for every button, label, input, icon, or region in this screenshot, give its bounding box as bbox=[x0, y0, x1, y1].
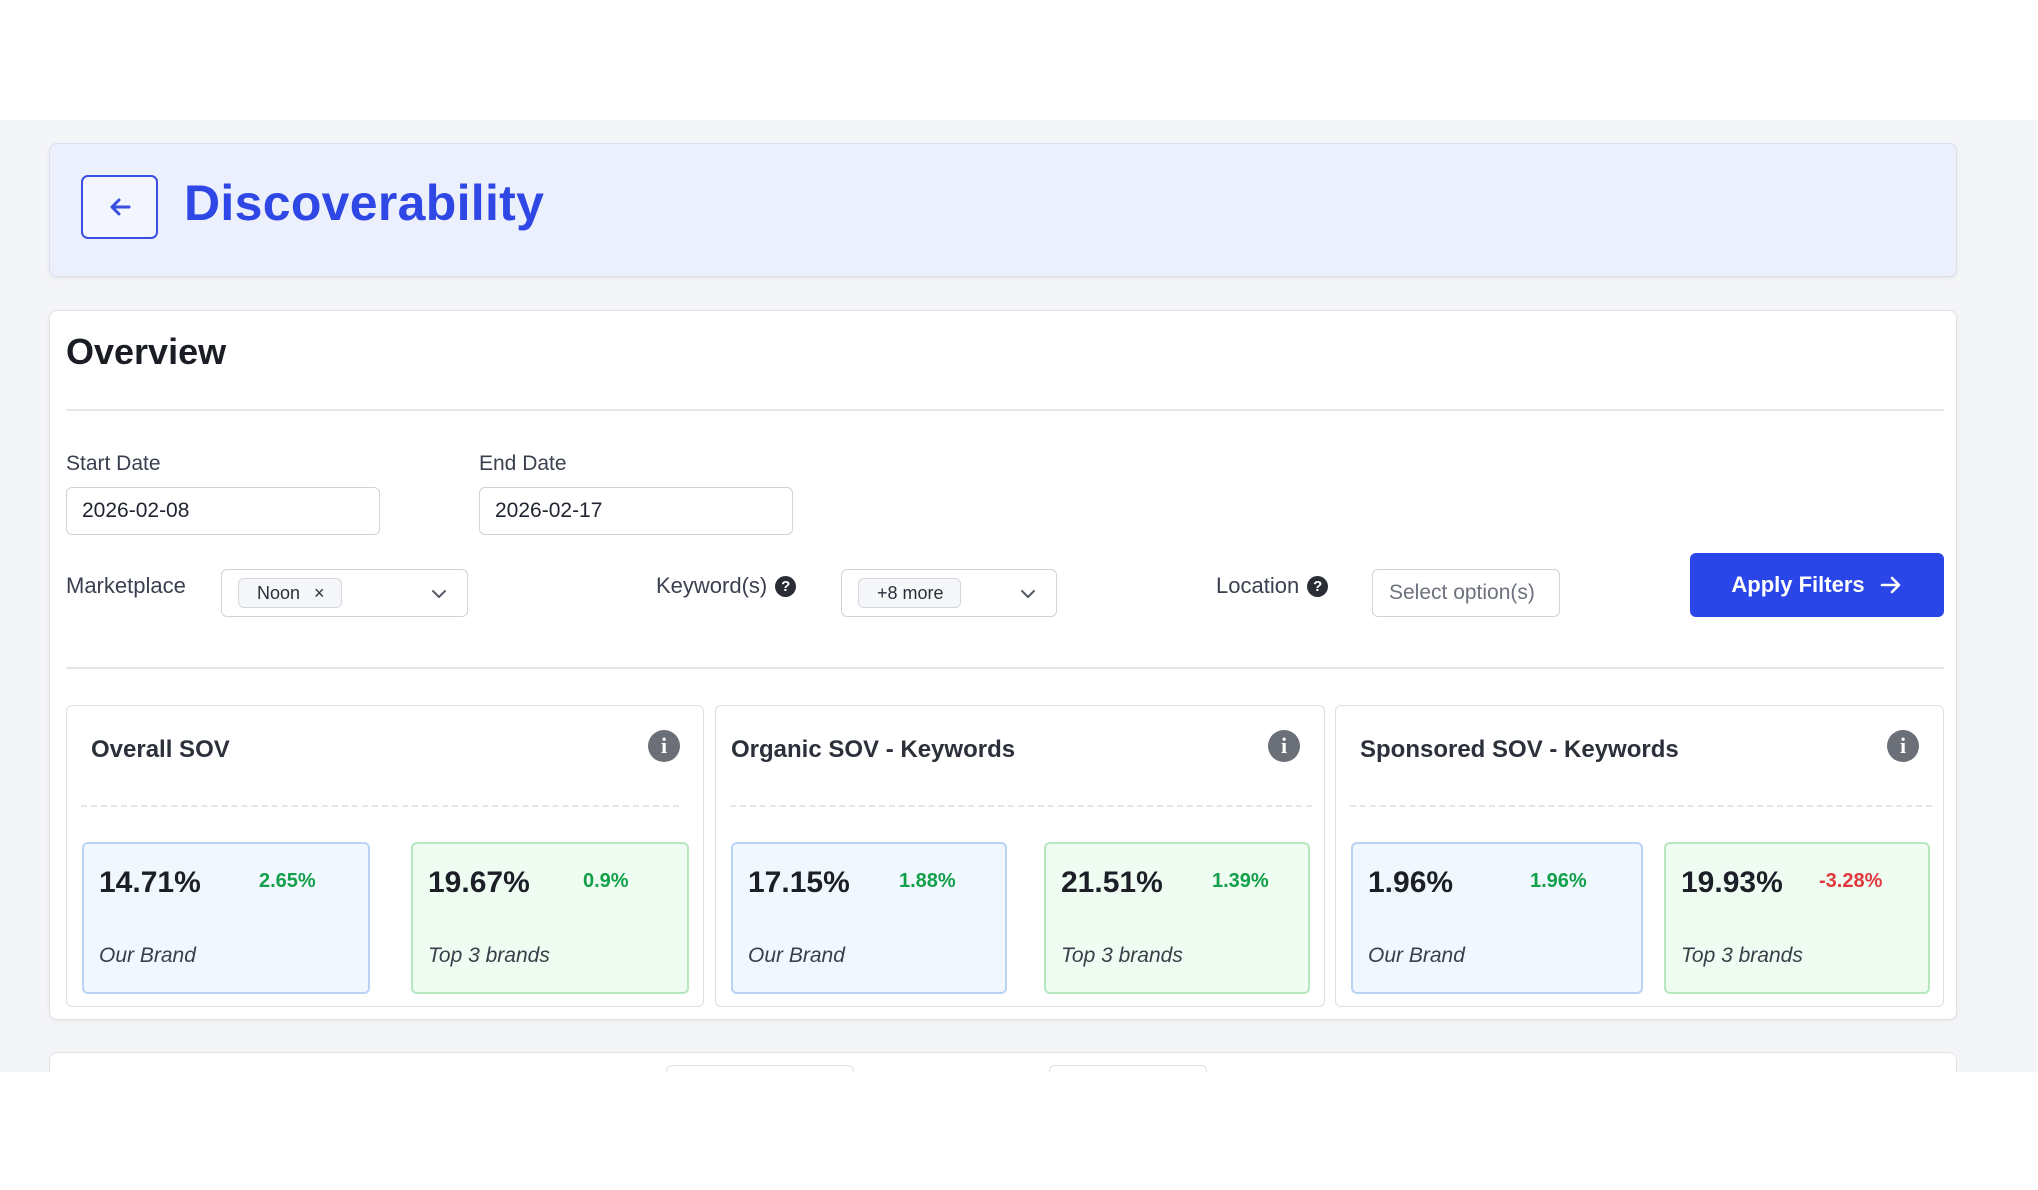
keywords-select[interactable]: +8 more bbox=[841, 569, 1057, 617]
metric-change: 1.88% bbox=[899, 870, 956, 892]
chevron-down-icon bbox=[432, 590, 446, 598]
location-placeholder: Select option(s) bbox=[1389, 581, 1535, 604]
organic-sov-panel: Organic SOV - Keywords i 17.15% 1.88% Ou… bbox=[715, 705, 1325, 1007]
metric-label: Top 3 brands bbox=[1681, 944, 1803, 967]
metric-label: Our Brand bbox=[99, 944, 196, 967]
top-brands-metric: 19.67% 0.9% Top 3 brands bbox=[411, 842, 689, 994]
apply-filters-button[interactable]: Apply Filters bbox=[1690, 553, 1944, 617]
marketplace-chip: Noon × bbox=[238, 578, 342, 608]
page-title: Discoverability bbox=[184, 175, 545, 231]
panel-title: Overall SOV bbox=[91, 736, 230, 763]
help-icon[interactable]: ? bbox=[775, 575, 797, 597]
top-brands-metric: 21.51% 1.39% Top 3 brands bbox=[1044, 842, 1310, 994]
metric-value: 21.51% bbox=[1061, 866, 1163, 899]
metric-value: 19.67% bbox=[428, 866, 530, 899]
marketplace-label: Marketplace bbox=[66, 573, 186, 599]
sponsored-sov-panel: Sponsored SOV - Keywords i 1.96% 1.96% O… bbox=[1335, 705, 1944, 1007]
dropdown[interactable] bbox=[666, 1065, 854, 1072]
arrow-left-icon bbox=[110, 198, 130, 216]
apply-filters-label: Apply Filters bbox=[1731, 572, 1865, 597]
app-viewport: Discoverability Overview Start Date 2026… bbox=[0, 120, 2038, 1072]
overview-title: Overview bbox=[66, 331, 227, 372]
marketplace-select[interactable]: Noon × bbox=[221, 569, 468, 617]
info-icon[interactable]: i bbox=[648, 730, 680, 762]
keywords-chip-label: +8 more bbox=[877, 582, 944, 603]
our-brand-metric: 17.15% 1.88% Our Brand bbox=[731, 842, 1007, 994]
marketplace-chip-label: Noon bbox=[257, 582, 301, 603]
metric-change: 1.39% bbox=[1212, 870, 1269, 892]
panel-title: Organic SOV - Keywords bbox=[731, 736, 1016, 763]
back-button[interactable] bbox=[81, 175, 158, 239]
keywords-label-text: Keyword(s) bbox=[656, 573, 768, 598]
chevron-down-icon bbox=[1021, 590, 1035, 598]
metric-label: Our Brand bbox=[748, 944, 845, 967]
divider bbox=[66, 409, 1944, 411]
page-header: Discoverability bbox=[49, 143, 1957, 277]
metric-label: Top 3 brands bbox=[1061, 944, 1183, 967]
metric-change: -3.28% bbox=[1819, 870, 1883, 892]
info-icon[interactable]: i bbox=[1268, 730, 1300, 762]
our-brand-metric: 1.96% 1.96% Our Brand bbox=[1351, 842, 1643, 994]
end-date-input[interactable]: 2026-02-17 bbox=[479, 487, 793, 535]
end-date-label: End Date bbox=[479, 452, 567, 475]
location-select[interactable]: Select option(s) bbox=[1372, 569, 1560, 617]
divider bbox=[1350, 805, 1932, 807]
arrow-right-icon bbox=[1880, 576, 1900, 594]
metric-value: 17.15% bbox=[748, 866, 850, 899]
metric-change: 1.96% bbox=[1530, 870, 1587, 892]
metric-value: 14.71% bbox=[99, 866, 201, 899]
location-label-text: Location bbox=[1216, 573, 1300, 598]
panel-title: Sponsored SOV - Keywords bbox=[1360, 736, 1679, 763]
metric-change: 0.9% bbox=[583, 870, 629, 892]
keywords-label: Keyword(s) ? bbox=[656, 573, 797, 599]
marketplace-label-text: Marketplace bbox=[66, 573, 186, 598]
start-date-label: Start Date bbox=[66, 452, 161, 475]
divider bbox=[66, 667, 1944, 669]
info-icon[interactable]: i bbox=[1887, 730, 1919, 762]
next-section-card bbox=[49, 1052, 1957, 1072]
help-icon[interactable]: ? bbox=[1307, 575, 1329, 597]
remove-chip-icon[interactable]: × bbox=[314, 582, 325, 603]
start-date-input[interactable]: 2026-02-08 bbox=[66, 487, 380, 535]
metric-value: 19.93% bbox=[1681, 866, 1783, 899]
dropdown[interactable] bbox=[1049, 1065, 1207, 1072]
metric-change: 2.65% bbox=[259, 870, 316, 892]
top-brands-metric: 19.93% -3.28% Top 3 brands bbox=[1664, 842, 1930, 994]
our-brand-metric: 14.71% 2.65% Our Brand bbox=[82, 842, 370, 994]
keywords-chip: +8 more bbox=[858, 578, 961, 608]
overview-card: Overview Start Date 2026-02-08 End Date … bbox=[49, 310, 1957, 1020]
metric-label: Our Brand bbox=[1368, 944, 1465, 967]
location-label: Location ? bbox=[1216, 573, 1329, 599]
divider bbox=[81, 805, 679, 807]
divider bbox=[730, 805, 1312, 807]
metric-value: 1.96% bbox=[1368, 866, 1454, 899]
overall-sov-panel: Overall SOV i 14.71% 2.65% Our Brand 19.… bbox=[66, 705, 704, 1007]
metric-label: Top 3 brands bbox=[428, 944, 550, 967]
